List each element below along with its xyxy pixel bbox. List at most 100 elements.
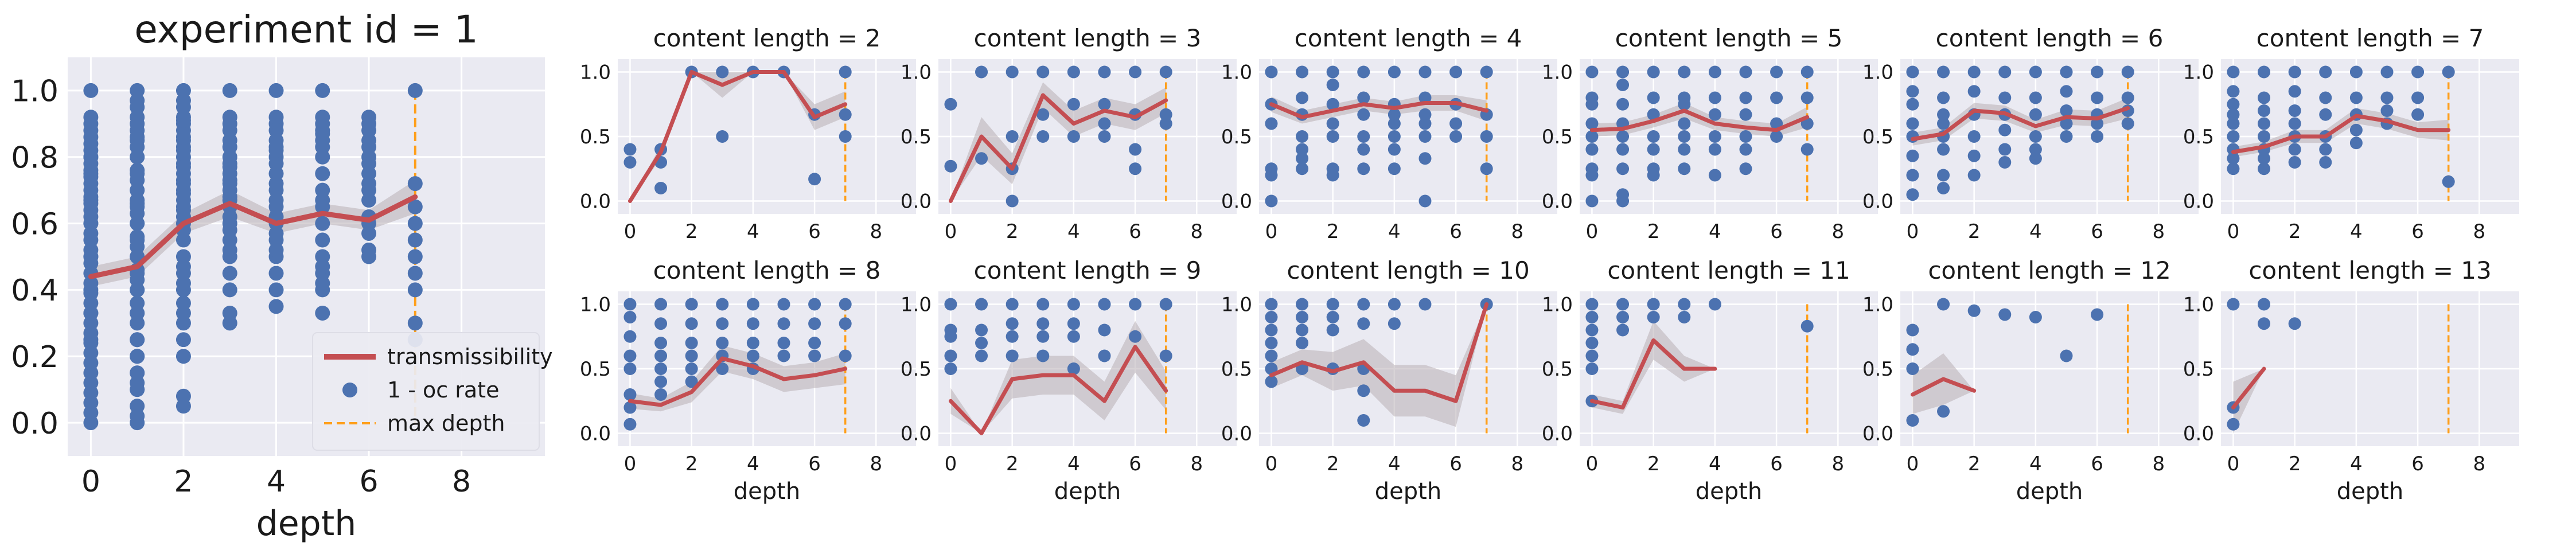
- chart-11-xtick-label: 8: [2152, 453, 2165, 475]
- chart-4-transmissibility-line: [1589, 108, 1810, 132]
- chart-0-oc-rate-point: [130, 232, 145, 248]
- chart-4-oc-rate-point: [1801, 143, 1814, 156]
- chart-8-ytick-label: 0.0: [901, 423, 932, 446]
- chart-1-oc-rate-point: [716, 130, 729, 143]
- chart-1-ytick-label: 1.0: [580, 61, 611, 84]
- chart-12-ytick-label: 1.0: [2183, 294, 2214, 317]
- chart-9-oc-rate-point: [1357, 384, 1370, 397]
- chart-0-oc-rate-point: [176, 295, 191, 311]
- chart-6-oc-rate-point: [2288, 117, 2301, 130]
- chart-12-xtick-label: 0: [2227, 453, 2240, 475]
- chart-7-ytick-label: 1.0: [580, 294, 611, 317]
- chart-9-oc-rate-point: [1388, 317, 1401, 330]
- chart-3-oc-rate-point: [1418, 152, 1432, 165]
- chart-1-ytick-label: 0.5: [580, 126, 611, 149]
- chart-7-xlabel: depth: [734, 478, 800, 505]
- chart-6-oc-rate-point: [2319, 108, 2332, 121]
- chart-3-oc-rate-point: [1449, 117, 1463, 130]
- chart-3-oc-rate-point: [1388, 162, 1401, 175]
- chart-9-oc-rate-point: [1296, 311, 1309, 323]
- chart-12-xtick-label: 8: [2473, 453, 2485, 475]
- chart-2-oc-rate-point: [1098, 97, 1111, 111]
- chart-0-xtick-label: 0: [81, 465, 100, 499]
- chart-6-xtick-label: 6: [2411, 220, 2424, 243]
- chart-12-transmissibility-band: [2233, 369, 2265, 434]
- chart-5-oc-rate-point: [1967, 85, 1981, 98]
- chart-0-oc-rate-point: [407, 232, 423, 248]
- chart-0: 0 2 4 6 8 0.0 0.2 0.4 0.6 0.8 1.0 experiment id = 1…: [11, 7, 552, 544]
- chart-9-oc-rate-point: [1326, 323, 1339, 337]
- chart-0-oc-rate-point: [130, 408, 145, 424]
- chart-4-oc-rate-point: [1708, 143, 1721, 156]
- chart-6-oc-rate-point: [2288, 143, 2301, 156]
- chart-10-ytick-label: 0.0: [1542, 423, 1573, 446]
- chart-12-ytick-label: 0.5: [2183, 358, 2214, 381]
- chart-3-oc-rate-point: [1357, 108, 1370, 121]
- chart-9-oc-rate-point: [1265, 337, 1278, 349]
- chart-7-oc-rate-point: [746, 337, 759, 349]
- chart-8-xlabel: depth: [1054, 478, 1121, 505]
- chart-0-oc-rate-point: [130, 149, 145, 165]
- chart-10-oc-rate-point: [1616, 311, 1630, 323]
- chart-0-oc-rate-point: [407, 266, 423, 281]
- chart-8-oc-rate-point: [1067, 317, 1080, 330]
- chart-9-oc-rate-point: [1357, 414, 1370, 427]
- chart-6-ytick-label: 0.0: [2183, 190, 2214, 213]
- chart-7-oc-rate-point: [654, 337, 668, 349]
- chart-3-oc-rate-point: [1326, 169, 1339, 182]
- chart-7-oc-rate-point: [777, 349, 790, 362]
- chart-6-oc-rate-point: [2227, 97, 2240, 111]
- chart-10-oc-rate-point: [1678, 298, 1691, 311]
- chart-10-title: content length = 11: [1607, 256, 1850, 284]
- chart-3-oc-rate-point: [1296, 91, 1309, 104]
- chart-4-oc-rate-point: [1708, 65, 1721, 79]
- chart-5-oc-rate-point: [2060, 117, 2073, 130]
- chart-3-oc-rate-point: [1326, 97, 1339, 111]
- chart-12-oc-rate-point: [2227, 298, 2240, 311]
- chart-6-oc-rate-point: [2380, 91, 2394, 104]
- chart-12-xlabel: depth: [2337, 478, 2403, 505]
- chart-7-oc-rate-point: [623, 388, 637, 401]
- chart-0-transmissibility-band: [91, 180, 415, 287]
- chart-4-ytick-label: 1.0: [1542, 61, 1573, 84]
- chart-5-oc-rate-point: [1937, 182, 1950, 194]
- chart-5-oc-rate-point: [1937, 117, 1950, 130]
- chart-2-oc-rate-point: [1129, 65, 1142, 79]
- chart-7-oc-rate-point: [777, 298, 790, 311]
- chart-6-oc-rate-point: [2442, 65, 2455, 79]
- chart-6-oc-rate-point: [2349, 91, 2363, 104]
- chart-0-oc-rate-point: [315, 275, 330, 291]
- chart-4-oc-rate-point: [1585, 143, 1599, 156]
- chart-6-oc-rate-point: [2411, 65, 2425, 79]
- chart-10-oc-rate-point: [1585, 349, 1599, 362]
- chart-3-oc-rate-point: [1388, 130, 1401, 143]
- chart-5-oc-rate-point: [1967, 149, 1981, 162]
- chart-0-oc-rate-point: [268, 176, 284, 192]
- chart-8-oc-rate-point: [1098, 323, 1111, 337]
- chart-0-ytick-label: 0.0: [11, 407, 59, 441]
- chart-8-oc-rate-point: [944, 349, 957, 362]
- chart-8-oc-rate-point: [1036, 330, 1050, 343]
- chart-4-oc-rate-point: [1739, 130, 1752, 143]
- chart-9-oc-rate-point: [1357, 317, 1370, 330]
- chart-3-xtick-label: 2: [1327, 220, 1339, 243]
- chart-6-oc-rate-point: [2319, 156, 2332, 169]
- legend-label: transmissibility: [387, 344, 553, 369]
- chart-10-xtick-label: 8: [1831, 453, 1844, 475]
- chart-12-transmissibility-line: [2231, 366, 2266, 409]
- legend-label: 1 - oc rate: [387, 377, 499, 403]
- chart-7-oc-rate-point: [623, 330, 637, 343]
- chart-5-ytick-label: 1.0: [1862, 61, 1893, 84]
- chart-11: 0 2 4 6 8 0.0 0.5 1.0 content length = 12 depth: [1862, 256, 2199, 505]
- chart-2: 0 2 4 6 8 0.0 0.5 1.0 content length = 3: [901, 24, 1237, 243]
- chart-0-oc-rate-point: [361, 249, 377, 264]
- chart-4-oc-rate-point: [1708, 108, 1721, 121]
- chart-9-oc-rate-point: [1296, 337, 1309, 349]
- chart-6-transmissibility-line: [2231, 114, 2451, 154]
- chart-11-oc-rate-point: [1937, 298, 1950, 311]
- chart-0-oc-rate-point: [222, 315, 237, 331]
- chart-0-oc-rate-point: [407, 83, 423, 98]
- chart-10-oc-rate-point: [1585, 337, 1599, 349]
- chart-3-xtick-label: 8: [1511, 220, 1523, 243]
- chart-8-oc-rate-point: [1129, 330, 1142, 343]
